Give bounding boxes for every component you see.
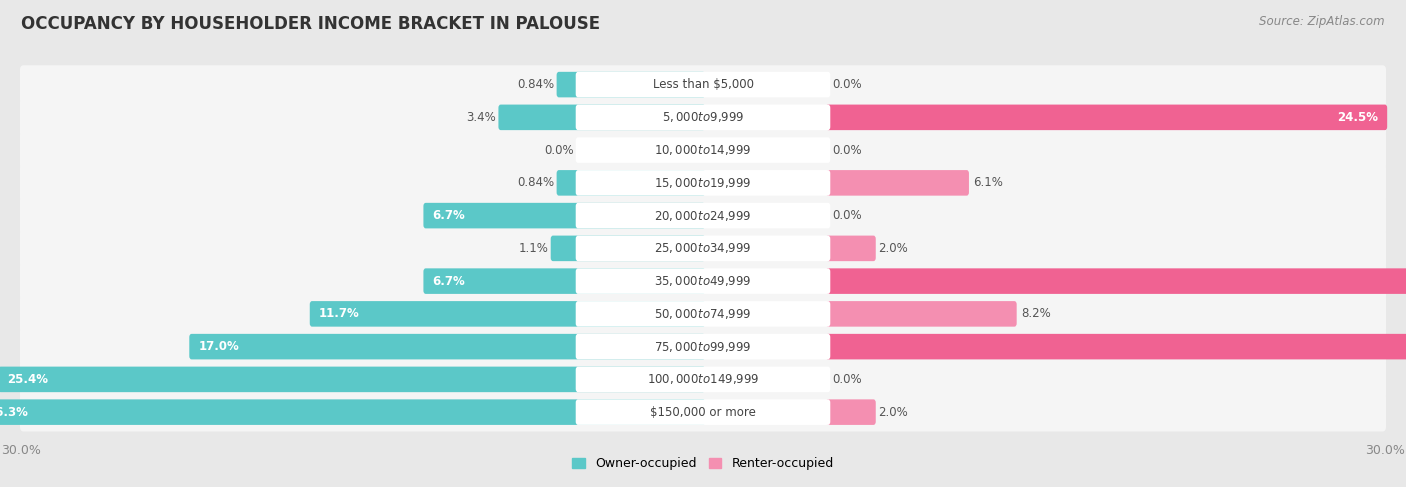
FancyBboxPatch shape: [423, 203, 706, 228]
FancyBboxPatch shape: [423, 268, 706, 294]
FancyBboxPatch shape: [575, 72, 831, 97]
FancyBboxPatch shape: [575, 334, 831, 359]
Text: $50,000 to $74,999: $50,000 to $74,999: [654, 307, 752, 321]
Text: 3.4%: 3.4%: [467, 111, 496, 124]
Text: $15,000 to $19,999: $15,000 to $19,999: [654, 176, 752, 190]
Text: $150,000 or more: $150,000 or more: [650, 406, 756, 419]
Text: Less than $5,000: Less than $5,000: [652, 78, 754, 91]
FancyBboxPatch shape: [20, 295, 1386, 333]
Text: 0.84%: 0.84%: [517, 78, 554, 91]
FancyBboxPatch shape: [575, 203, 831, 228]
FancyBboxPatch shape: [825, 399, 876, 425]
Text: 0.0%: 0.0%: [832, 209, 862, 222]
FancyBboxPatch shape: [499, 105, 706, 130]
Text: $75,000 to $99,999: $75,000 to $99,999: [654, 339, 752, 354]
FancyBboxPatch shape: [20, 131, 1386, 169]
FancyBboxPatch shape: [575, 137, 831, 163]
Text: 8.2%: 8.2%: [1021, 307, 1050, 320]
FancyBboxPatch shape: [20, 65, 1386, 104]
FancyBboxPatch shape: [0, 367, 706, 392]
FancyBboxPatch shape: [309, 301, 706, 327]
Text: 0.0%: 0.0%: [832, 78, 862, 91]
FancyBboxPatch shape: [20, 164, 1386, 202]
FancyBboxPatch shape: [190, 334, 706, 359]
FancyBboxPatch shape: [20, 360, 1386, 399]
Text: 17.0%: 17.0%: [198, 340, 239, 353]
Text: 2.0%: 2.0%: [877, 406, 908, 419]
Text: 6.7%: 6.7%: [433, 209, 465, 222]
Text: 0.0%: 0.0%: [832, 373, 862, 386]
FancyBboxPatch shape: [575, 367, 831, 392]
Text: 0.0%: 0.0%: [544, 144, 574, 157]
FancyBboxPatch shape: [825, 105, 1388, 130]
Text: 0.0%: 0.0%: [832, 144, 862, 157]
Text: 26.3%: 26.3%: [0, 406, 28, 419]
FancyBboxPatch shape: [551, 236, 706, 261]
Text: 24.5%: 24.5%: [1337, 111, 1378, 124]
FancyBboxPatch shape: [575, 236, 831, 261]
FancyBboxPatch shape: [20, 229, 1386, 268]
Text: 11.7%: 11.7%: [319, 307, 360, 320]
FancyBboxPatch shape: [0, 399, 706, 425]
Text: $25,000 to $34,999: $25,000 to $34,999: [654, 242, 752, 255]
FancyBboxPatch shape: [825, 236, 876, 261]
FancyBboxPatch shape: [575, 170, 831, 196]
Text: 2.0%: 2.0%: [877, 242, 908, 255]
FancyBboxPatch shape: [575, 301, 831, 327]
FancyBboxPatch shape: [575, 105, 831, 130]
FancyBboxPatch shape: [20, 98, 1386, 137]
Text: OCCUPANCY BY HOUSEHOLDER INCOME BRACKET IN PALOUSE: OCCUPANCY BY HOUSEHOLDER INCOME BRACKET …: [21, 15, 600, 33]
FancyBboxPatch shape: [825, 334, 1406, 359]
Text: $10,000 to $14,999: $10,000 to $14,999: [654, 143, 752, 157]
FancyBboxPatch shape: [20, 196, 1386, 235]
FancyBboxPatch shape: [20, 262, 1386, 300]
FancyBboxPatch shape: [20, 393, 1386, 431]
Text: Source: ZipAtlas.com: Source: ZipAtlas.com: [1260, 15, 1385, 28]
FancyBboxPatch shape: [557, 170, 706, 196]
FancyBboxPatch shape: [575, 268, 831, 294]
Legend: Owner-occupied, Renter-occupied: Owner-occupied, Renter-occupied: [568, 452, 838, 475]
Text: 6.1%: 6.1%: [973, 176, 1004, 189]
FancyBboxPatch shape: [575, 399, 831, 425]
Text: $35,000 to $49,999: $35,000 to $49,999: [654, 274, 752, 288]
Text: $100,000 to $149,999: $100,000 to $149,999: [647, 373, 759, 386]
Text: $5,000 to $9,999: $5,000 to $9,999: [662, 111, 744, 124]
Text: 0.84%: 0.84%: [517, 176, 554, 189]
Text: 6.7%: 6.7%: [433, 275, 465, 288]
Text: 1.1%: 1.1%: [519, 242, 548, 255]
Text: $20,000 to $24,999: $20,000 to $24,999: [654, 208, 752, 223]
Text: 25.4%: 25.4%: [7, 373, 48, 386]
FancyBboxPatch shape: [557, 72, 706, 97]
FancyBboxPatch shape: [825, 170, 969, 196]
FancyBboxPatch shape: [825, 301, 1017, 327]
FancyBboxPatch shape: [825, 268, 1406, 294]
FancyBboxPatch shape: [20, 327, 1386, 366]
